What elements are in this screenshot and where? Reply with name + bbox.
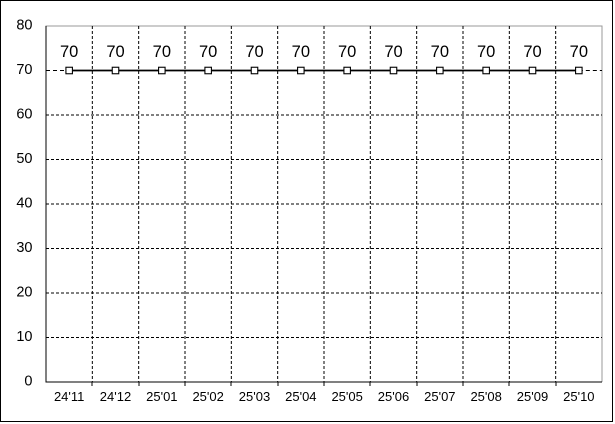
svg-text:25'10: 25'10 xyxy=(563,389,594,404)
svg-text:70: 70 xyxy=(60,43,78,61)
svg-text:25'07: 25'07 xyxy=(424,389,455,404)
svg-text:70: 70 xyxy=(384,43,402,61)
svg-text:25'08: 25'08 xyxy=(470,389,501,404)
svg-text:24'12: 24'12 xyxy=(100,389,131,404)
svg-text:70: 70 xyxy=(106,43,124,61)
svg-text:40: 40 xyxy=(16,196,32,212)
svg-text:20: 20 xyxy=(16,285,32,301)
svg-text:25'09: 25'09 xyxy=(517,389,548,404)
svg-text:25'04: 25'04 xyxy=(285,389,316,404)
svg-text:25'06: 25'06 xyxy=(378,389,409,404)
svg-text:50: 50 xyxy=(16,151,32,167)
svg-text:70: 70 xyxy=(292,43,310,61)
svg-text:25'02: 25'02 xyxy=(192,389,223,404)
svg-text:10: 10 xyxy=(16,329,32,345)
svg-text:0: 0 xyxy=(24,374,32,390)
svg-text:70: 70 xyxy=(338,43,356,61)
svg-text:30: 30 xyxy=(16,240,32,256)
svg-text:70: 70 xyxy=(523,43,541,61)
svg-text:80: 80 xyxy=(16,18,32,34)
svg-text:70: 70 xyxy=(431,43,449,61)
svg-text:70: 70 xyxy=(16,62,32,78)
svg-text:70: 70 xyxy=(245,43,263,61)
svg-text:70: 70 xyxy=(477,43,495,61)
svg-text:25'03: 25'03 xyxy=(239,389,270,404)
svg-text:70: 70 xyxy=(199,43,217,61)
svg-text:70: 70 xyxy=(570,43,588,61)
svg-text:25'05: 25'05 xyxy=(331,389,362,404)
svg-text:24'11: 24'11 xyxy=(54,389,84,404)
svg-text:25'01: 25'01 xyxy=(146,389,177,404)
svg-text:70: 70 xyxy=(153,43,171,61)
svg-text:60: 60 xyxy=(16,107,32,123)
